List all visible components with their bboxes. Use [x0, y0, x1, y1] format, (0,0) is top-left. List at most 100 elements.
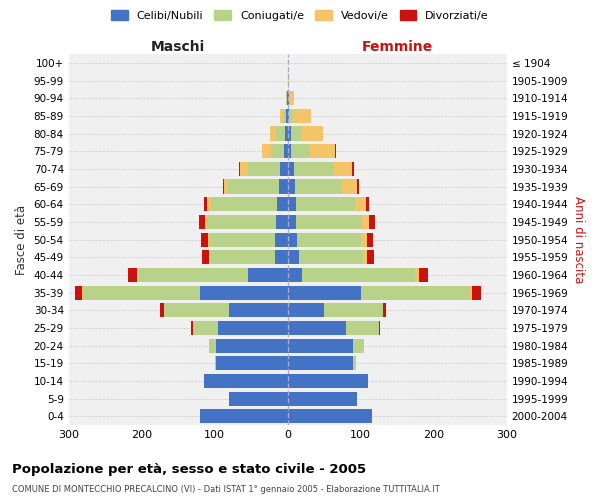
- Bar: [285, 126, 287, 140]
- Bar: [310, 144, 335, 158]
- Bar: [352, 162, 354, 176]
- Bar: [470, 286, 472, 300]
- Bar: [355, 197, 366, 212]
- Bar: [160, 303, 164, 318]
- Bar: [206, 215, 276, 229]
- Bar: [200, 409, 287, 424]
- Bar: [287, 392, 357, 406]
- Bar: [296, 197, 355, 212]
- Bar: [370, 215, 376, 229]
- Bar: [82, 286, 83, 300]
- Bar: [287, 303, 324, 318]
- Bar: [228, 180, 279, 194]
- Bar: [366, 197, 370, 212]
- Bar: [83, 286, 200, 300]
- Bar: [299, 250, 363, 264]
- Bar: [218, 321, 287, 335]
- Bar: [302, 126, 323, 140]
- Bar: [224, 180, 228, 194]
- Bar: [472, 286, 481, 300]
- Bar: [297, 232, 361, 246]
- Bar: [367, 250, 374, 264]
- Bar: [287, 232, 297, 246]
- Bar: [270, 126, 276, 140]
- Bar: [229, 303, 287, 318]
- Bar: [357, 180, 359, 194]
- Bar: [287, 409, 371, 424]
- Bar: [292, 144, 310, 158]
- Bar: [201, 232, 208, 246]
- Bar: [289, 91, 290, 106]
- Bar: [191, 321, 193, 335]
- Bar: [262, 144, 271, 158]
- Bar: [287, 144, 292, 158]
- Bar: [209, 232, 275, 246]
- Bar: [287, 197, 296, 212]
- Bar: [379, 321, 380, 335]
- Bar: [346, 321, 379, 335]
- Bar: [361, 286, 470, 300]
- Bar: [286, 109, 287, 123]
- Bar: [204, 374, 287, 388]
- Bar: [275, 232, 287, 246]
- Bar: [211, 197, 277, 212]
- Bar: [383, 303, 386, 318]
- Bar: [287, 338, 353, 352]
- Bar: [229, 392, 287, 406]
- Bar: [280, 162, 287, 176]
- Bar: [293, 162, 334, 176]
- Bar: [271, 144, 284, 158]
- Bar: [279, 180, 287, 194]
- Bar: [208, 232, 209, 246]
- Bar: [128, 268, 137, 282]
- Bar: [200, 286, 287, 300]
- Text: Femmine: Femmine: [362, 40, 433, 54]
- Bar: [208, 197, 211, 212]
- Bar: [295, 180, 343, 194]
- Bar: [275, 250, 287, 264]
- Bar: [290, 126, 302, 140]
- Bar: [363, 250, 367, 264]
- Bar: [74, 286, 82, 300]
- Bar: [334, 162, 352, 176]
- Bar: [286, 91, 287, 106]
- Bar: [367, 232, 373, 246]
- Bar: [419, 268, 428, 282]
- Bar: [287, 126, 290, 140]
- Legend: Celibi/Nubili, Coniugati/e, Vedovi/e, Divorziati/e: Celibi/Nubili, Coniugati/e, Vedovi/e, Di…: [107, 6, 493, 25]
- Bar: [239, 162, 240, 176]
- Bar: [296, 215, 362, 229]
- Bar: [353, 338, 364, 352]
- Bar: [361, 232, 367, 246]
- Bar: [216, 356, 287, 370]
- Bar: [287, 215, 296, 229]
- Bar: [211, 250, 275, 264]
- Bar: [362, 215, 370, 229]
- Bar: [287, 374, 368, 388]
- Bar: [202, 250, 209, 264]
- Bar: [248, 162, 280, 176]
- Bar: [215, 356, 216, 370]
- Bar: [287, 356, 353, 370]
- Bar: [353, 356, 356, 370]
- Bar: [138, 268, 248, 282]
- Bar: [223, 180, 224, 194]
- Bar: [164, 303, 229, 318]
- Bar: [193, 321, 218, 335]
- Bar: [287, 180, 295, 194]
- Bar: [287, 162, 293, 176]
- Y-axis label: Anni di nascita: Anni di nascita: [572, 196, 585, 284]
- Bar: [415, 268, 419, 282]
- Bar: [205, 215, 206, 229]
- Bar: [204, 197, 208, 212]
- Bar: [283, 109, 286, 123]
- Bar: [343, 180, 357, 194]
- Bar: [248, 268, 287, 282]
- Text: Popolazione per età, sesso e stato civile - 2005: Popolazione per età, sesso e stato civil…: [12, 462, 366, 475]
- Bar: [287, 109, 289, 123]
- Bar: [276, 126, 285, 140]
- Bar: [287, 268, 302, 282]
- Bar: [324, 303, 383, 318]
- Bar: [289, 109, 293, 123]
- Y-axis label: Fasce di età: Fasce di età: [15, 204, 28, 274]
